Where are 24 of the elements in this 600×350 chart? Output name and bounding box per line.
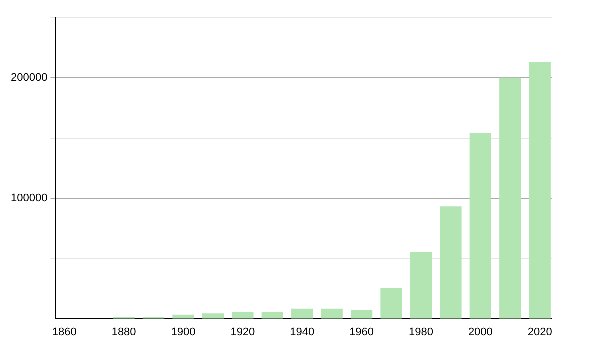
x-tick-label: 1940 xyxy=(290,326,315,338)
y-tick-label: 100000 xyxy=(10,192,48,205)
bar xyxy=(321,308,343,319)
x-tick-label: 1900 xyxy=(171,326,196,338)
bar xyxy=(172,314,194,319)
x-tick-label: 1880 xyxy=(112,326,136,338)
x-tick-label: 2000 xyxy=(468,326,493,338)
bar xyxy=(292,308,314,319)
bar xyxy=(232,312,254,319)
bar xyxy=(380,288,402,319)
bar xyxy=(529,62,551,319)
x-tick-label: 1960 xyxy=(350,326,374,338)
bar xyxy=(440,206,462,319)
y-tick-label: 200000 xyxy=(10,72,48,84)
x-tick-label: 1980 xyxy=(409,326,434,338)
x-tick-label: 1860 xyxy=(52,326,77,338)
bar xyxy=(350,310,373,319)
x-tick-label: 1920 xyxy=(230,326,256,338)
bar xyxy=(500,78,522,319)
bar xyxy=(262,312,284,319)
bar xyxy=(410,252,432,319)
x-tick-label: 2020 xyxy=(528,326,552,338)
bar xyxy=(202,314,224,319)
bar xyxy=(470,133,492,319)
